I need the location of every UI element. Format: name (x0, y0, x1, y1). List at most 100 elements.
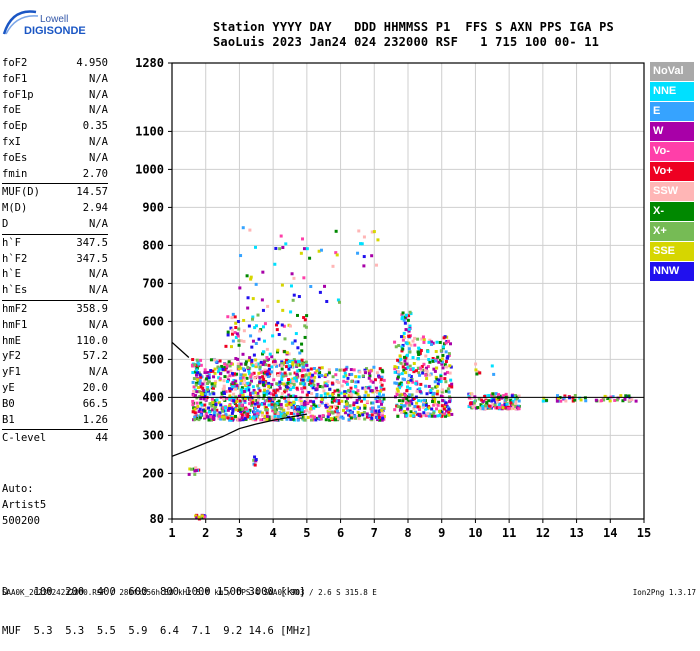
echo-point (347, 413, 351, 417)
param-value: 358.9 (76, 302, 108, 315)
echo-point (202, 388, 206, 392)
echo-point (195, 381, 199, 385)
echo-point (341, 416, 345, 420)
echo-point (300, 358, 304, 362)
echo-point (398, 393, 402, 397)
echo-point (275, 350, 279, 354)
echo-point (195, 414, 199, 418)
echo-point (421, 335, 425, 339)
echo-point (288, 324, 292, 328)
echo-point (447, 407, 451, 411)
y-tick-label: 500 (142, 352, 164, 366)
echo-point (349, 368, 353, 372)
echo-point (375, 412, 379, 416)
echo-point (265, 417, 269, 421)
echo-point (263, 414, 267, 418)
echo-point (447, 400, 451, 404)
echo-point (276, 321, 280, 325)
echo-point (342, 379, 346, 383)
echo-point (192, 394, 196, 398)
echo-point (292, 358, 296, 362)
echo-point (256, 362, 260, 366)
echo-point (193, 411, 197, 415)
echo-point (218, 359, 222, 363)
echo-point (363, 368, 367, 372)
echo-point (436, 414, 440, 418)
echo-point (231, 407, 235, 411)
echo-point (420, 399, 424, 403)
echo-point (279, 234, 283, 238)
echo-point (429, 342, 433, 346)
echo-point (230, 372, 234, 376)
echo-point (490, 394, 494, 398)
echo-point (439, 349, 443, 353)
echo-point (291, 415, 295, 419)
param-row: M(D) 2.94 (2, 201, 108, 217)
echo-point (306, 415, 310, 419)
echo-point (418, 351, 422, 355)
echo-point (443, 363, 447, 367)
echo-point (363, 404, 367, 408)
echo-point (481, 407, 485, 411)
echo-point (235, 332, 239, 336)
echo-point (216, 370, 220, 374)
echo-point (400, 383, 404, 387)
legend-item: NNW (650, 262, 694, 281)
echo-point (345, 396, 349, 400)
echo-point (321, 385, 325, 389)
echo-point (217, 416, 221, 420)
echo-point (378, 367, 382, 371)
echo-point (206, 382, 210, 386)
echo-point (213, 399, 217, 403)
echo-point (325, 384, 329, 388)
echo-point (286, 378, 290, 382)
auto-version: 500200 (2, 515, 40, 527)
echo-point (439, 375, 443, 379)
echo-point (437, 400, 441, 404)
echo-point (280, 417, 284, 421)
echo-point (275, 364, 279, 368)
echo-point (265, 411, 269, 415)
echo-point (193, 472, 197, 476)
echo-point (201, 386, 205, 390)
legend-item: E (650, 102, 694, 121)
param-row: hmE 110.0 (2, 334, 108, 350)
echo-point (195, 368, 199, 372)
echo-point (241, 226, 245, 230)
echo-point (349, 416, 353, 420)
echo-point (399, 406, 403, 410)
echo-point (302, 276, 306, 280)
echo-point (315, 387, 319, 391)
echo-point (410, 402, 414, 406)
echo-point (261, 270, 265, 274)
echo-point (374, 396, 378, 400)
echo-point (395, 365, 399, 369)
echo-point (251, 315, 255, 319)
header-line-1: Station YYYY DAY DDD HHMMSS P1 FFS S AXN… (213, 20, 614, 34)
echo-point (434, 402, 438, 406)
echo-point (291, 379, 295, 383)
echo-point (233, 331, 237, 335)
echo-point (289, 417, 293, 421)
echo-point (405, 414, 409, 418)
echo-point (361, 413, 365, 417)
param-name: h`F2 (2, 252, 28, 265)
echo-point (254, 418, 258, 422)
echo-point (500, 404, 504, 408)
echo-point (200, 393, 204, 397)
echo-point (236, 362, 240, 366)
echo-point (305, 393, 309, 397)
echo-point (263, 381, 267, 385)
echo-point (253, 406, 257, 410)
echo-point (253, 413, 257, 417)
echo-point (263, 339, 267, 343)
param-value: N/A (89, 318, 108, 331)
echo-point (283, 396, 287, 400)
echo-point (231, 409, 235, 413)
param-row: hmF2 358.9 (2, 302, 108, 318)
echo-point (240, 386, 244, 390)
echo-point (261, 397, 265, 401)
echo-point (229, 361, 233, 365)
echo-point (278, 380, 282, 384)
x-tick-label: 2 (202, 526, 209, 540)
